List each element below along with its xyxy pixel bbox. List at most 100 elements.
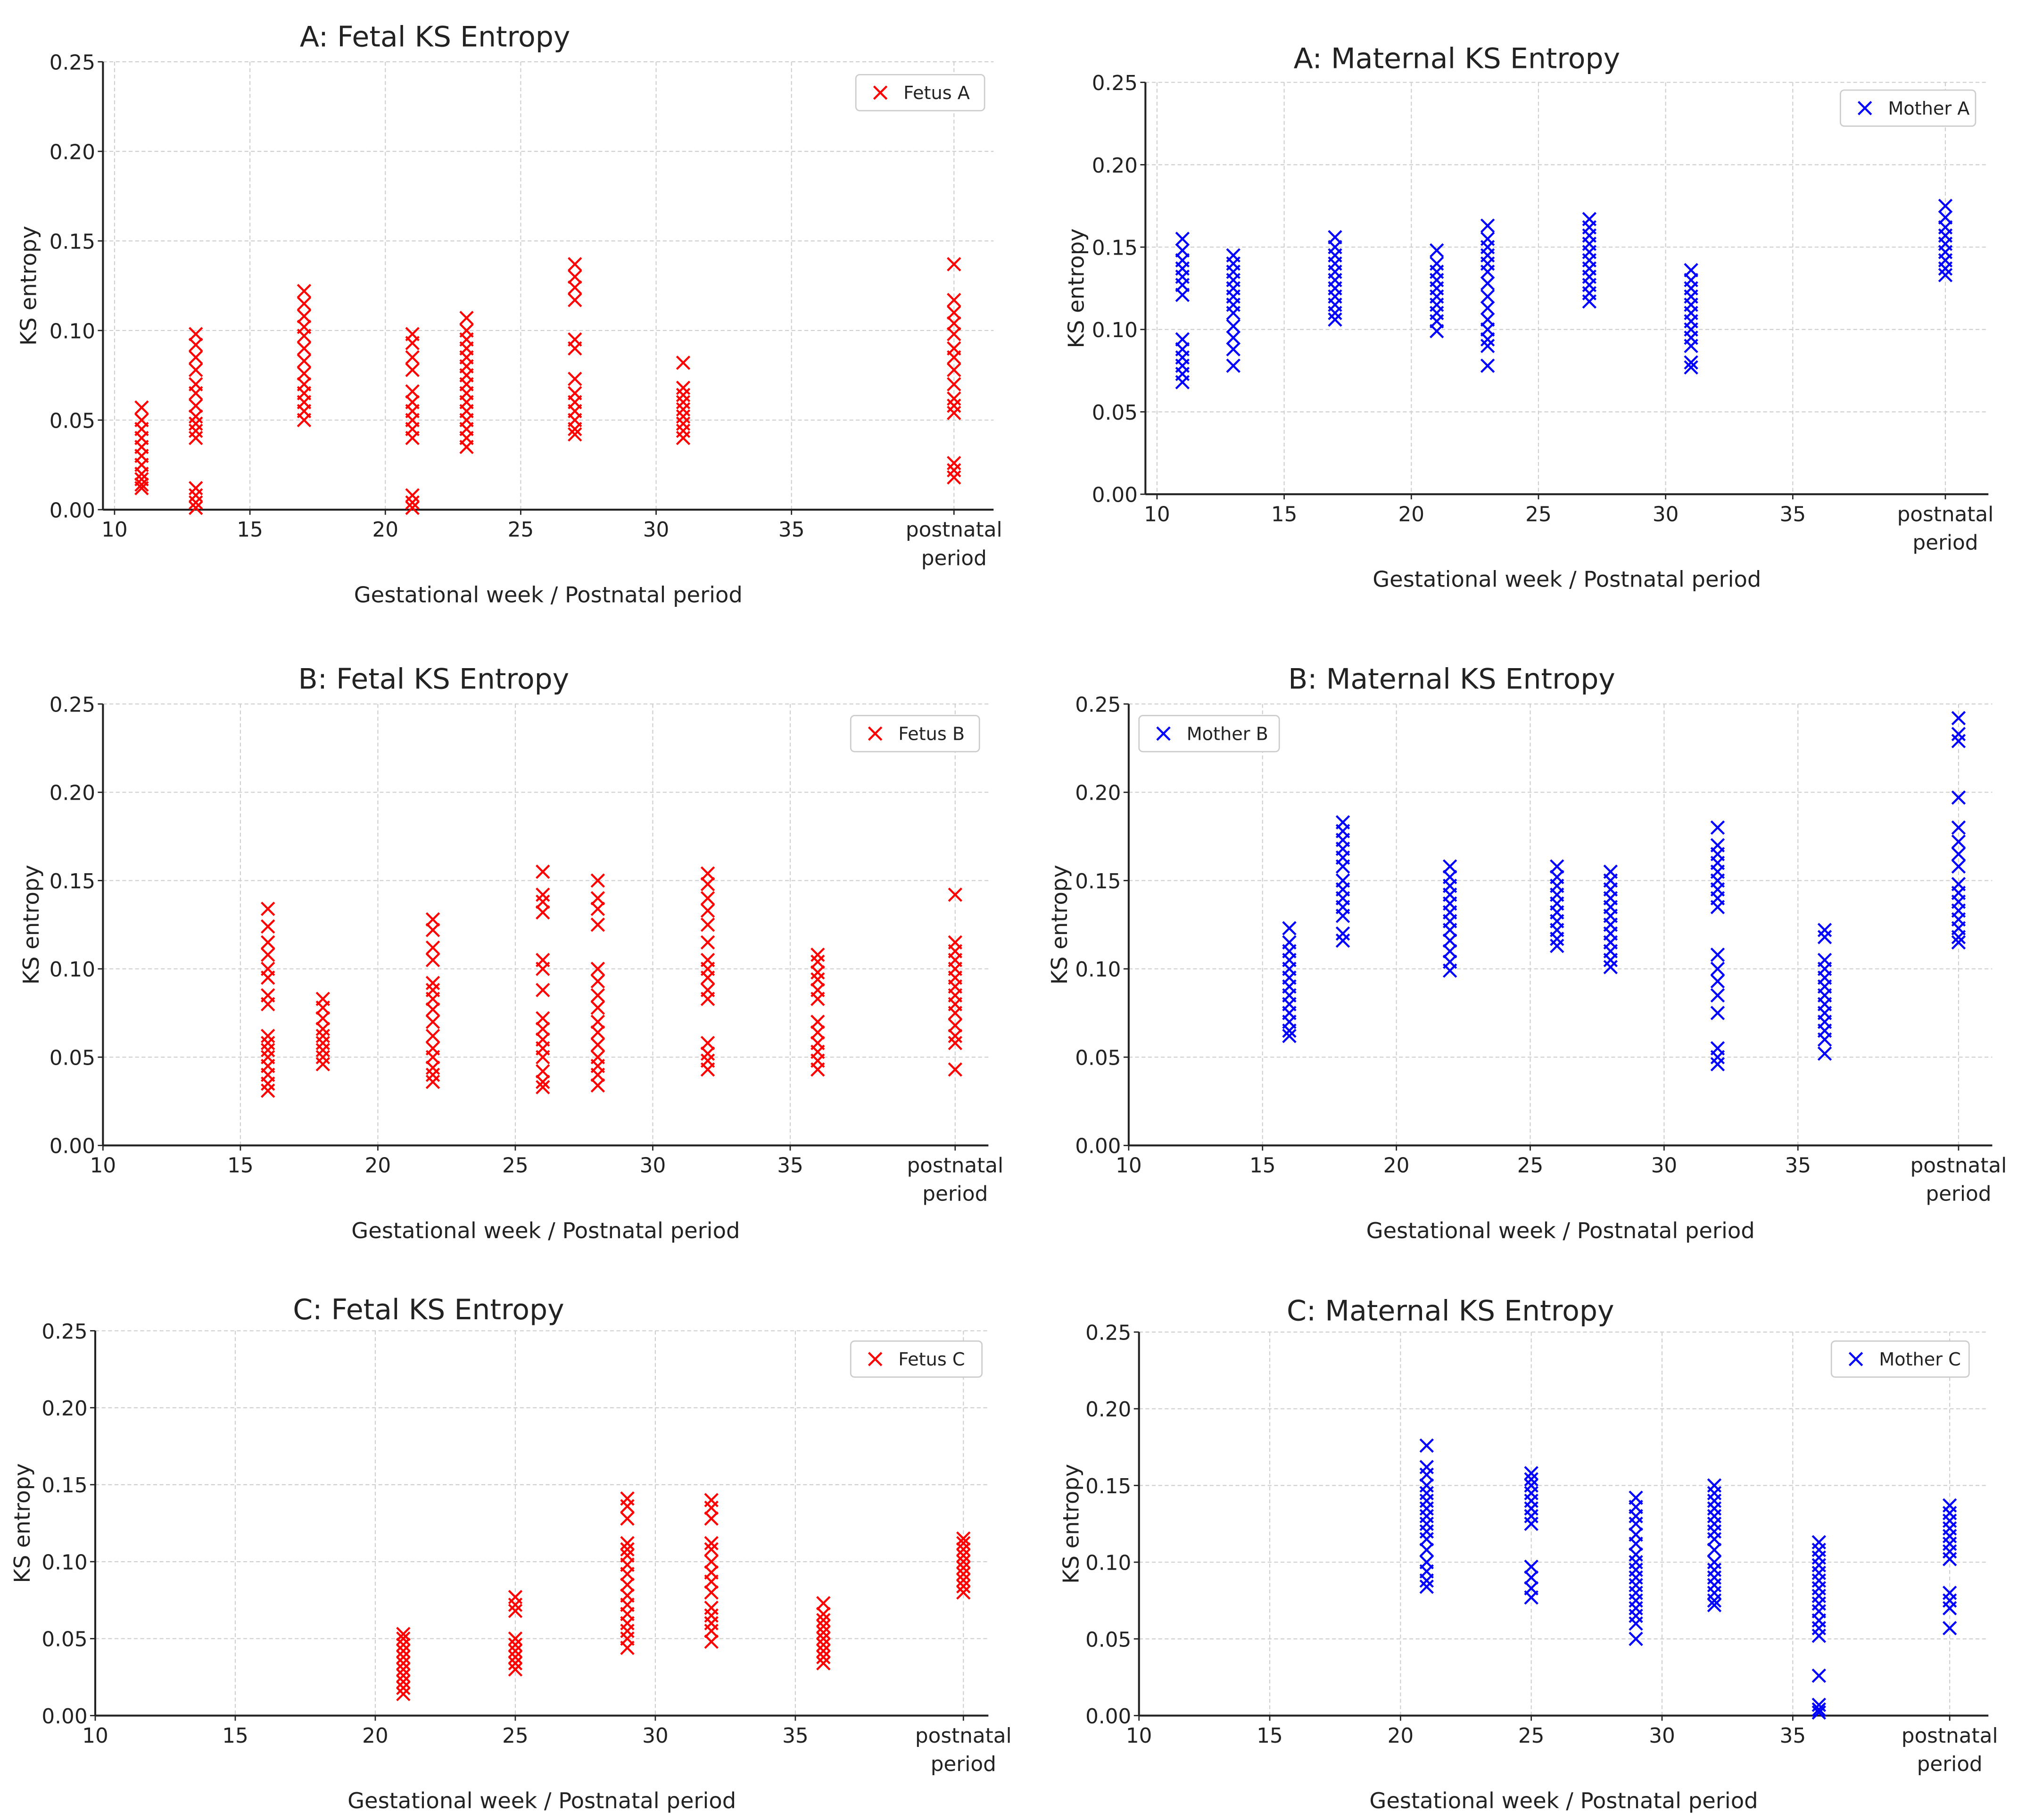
data-point [396,1668,411,1683]
chart-title: B: Fetal KS Entropy [298,662,570,695]
x-tick-label: 10 [101,518,128,542]
data-point [590,1015,605,1029]
data-point [261,919,275,934]
y-tick-label: 0.15 [41,1473,87,1497]
y-tick-label: 0.05 [1075,1046,1121,1070]
data-point [189,386,203,401]
data-point [189,363,203,377]
y-tick-label: 0.25 [1075,693,1121,717]
data-point [508,1662,523,1677]
y-tick-label: 0.20 [50,140,95,164]
y-tick-label: 0.00 [50,1134,95,1158]
data-point [1524,1590,1538,1605]
y-tick-label: 0.25 [50,50,95,74]
data-point [676,409,691,424]
data-point [620,1640,635,1655]
data-point [816,1631,831,1646]
data-point [700,877,715,892]
data-point [947,327,961,341]
data-point [1942,1601,1957,1615]
legend-marker-x-icon [868,1352,883,1366]
legend-box [850,1340,983,1378]
data-point [590,918,605,932]
legend-label: Mother C [1879,1349,1961,1370]
x-tick-label: 25 [502,1154,529,1178]
data-point [396,1638,411,1652]
data-point [704,1500,719,1515]
data-point [956,1585,971,1600]
data-point [948,1062,962,1077]
data-point [536,1021,550,1036]
x-tick-label: 25 [1517,1154,1544,1178]
chart-title: A: Maternal KS Entropy [1294,42,1621,75]
data-series-week-16 [261,902,275,1098]
data-point [1442,963,1457,978]
data-series-week-13 [189,327,203,515]
data-series-week-28 [1603,864,1618,975]
data-point [1817,1032,1832,1047]
x-tick-label: 30 [640,1154,666,1178]
data-series-week-29 [620,1491,635,1655]
y-tick-label: 0.25 [1092,71,1138,95]
data-point [1430,324,1444,339]
data-point [425,952,440,968]
legend: Fetus B [850,715,980,753]
y-tick-label: 0.10 [50,319,95,343]
x-tick-label-postnatal: postnatal [1910,1154,2007,1178]
x-tick-label: 25 [1518,1724,1545,1748]
x-tick-label: 15 [222,1724,248,1748]
data-series-week-17 [297,284,312,428]
data-point [425,976,440,990]
data-point [1419,1580,1434,1594]
x-tick-label: 10 [1126,1724,1152,1748]
data-series-week-32 [700,866,715,1077]
data-point [590,974,605,989]
data-point [189,430,203,446]
data-point [956,1542,971,1557]
x-tick-label: 35 [1785,1154,1811,1178]
data-point [1710,820,1725,835]
data-point [700,1046,715,1061]
data-point [956,1548,971,1563]
y-tick-label: 0.25 [1085,1321,1131,1345]
legend-label: Fetus B [898,724,965,745]
data-point [1480,301,1495,315]
data-point [948,1028,962,1043]
data-point [297,329,312,343]
x-tick-label: 20 [1383,1154,1410,1178]
data-point [1175,288,1190,302]
data-point [1335,933,1350,948]
y-tick-label: 0.10 [1085,1551,1131,1575]
data-point [405,430,420,446]
data-point [315,1011,330,1026]
data-point [956,1536,971,1551]
data-series-week-26 [1550,859,1564,953]
data-point [508,1650,523,1664]
x-tick-label-period: period [922,1182,988,1206]
data-point [811,947,825,962]
x-tick-label-period: period [1912,531,1978,555]
chart-title: B: Maternal KS Entropy [1288,662,1615,695]
data-point [261,1035,275,1051]
data-point [261,947,275,962]
data-point [676,395,691,410]
y-tick-label: 0.15 [1085,1474,1131,1498]
data-point [676,416,691,431]
data-point [261,997,275,1011]
data-point [425,1050,440,1065]
data-point [1629,1631,1643,1646]
data-point [1480,276,1495,291]
y-tick-label: 0.10 [1092,318,1138,342]
data-point [536,887,550,902]
data-point [1684,360,1698,375]
data-point [700,903,715,918]
data-series-week-21 [1430,243,1444,339]
data-point [947,305,961,320]
y-tick-label: 0.05 [50,1046,95,1070]
legend-box [855,74,985,112]
data-point [297,309,312,323]
data-series-week-21 [396,1627,411,1702]
x-tick-label-postnatal: postnatal [915,1724,1012,1748]
chart-panel-1: A: Fetal KS Entropy 0.00 0.05 0.10 0.15 0.20 0… [16,20,1002,607]
